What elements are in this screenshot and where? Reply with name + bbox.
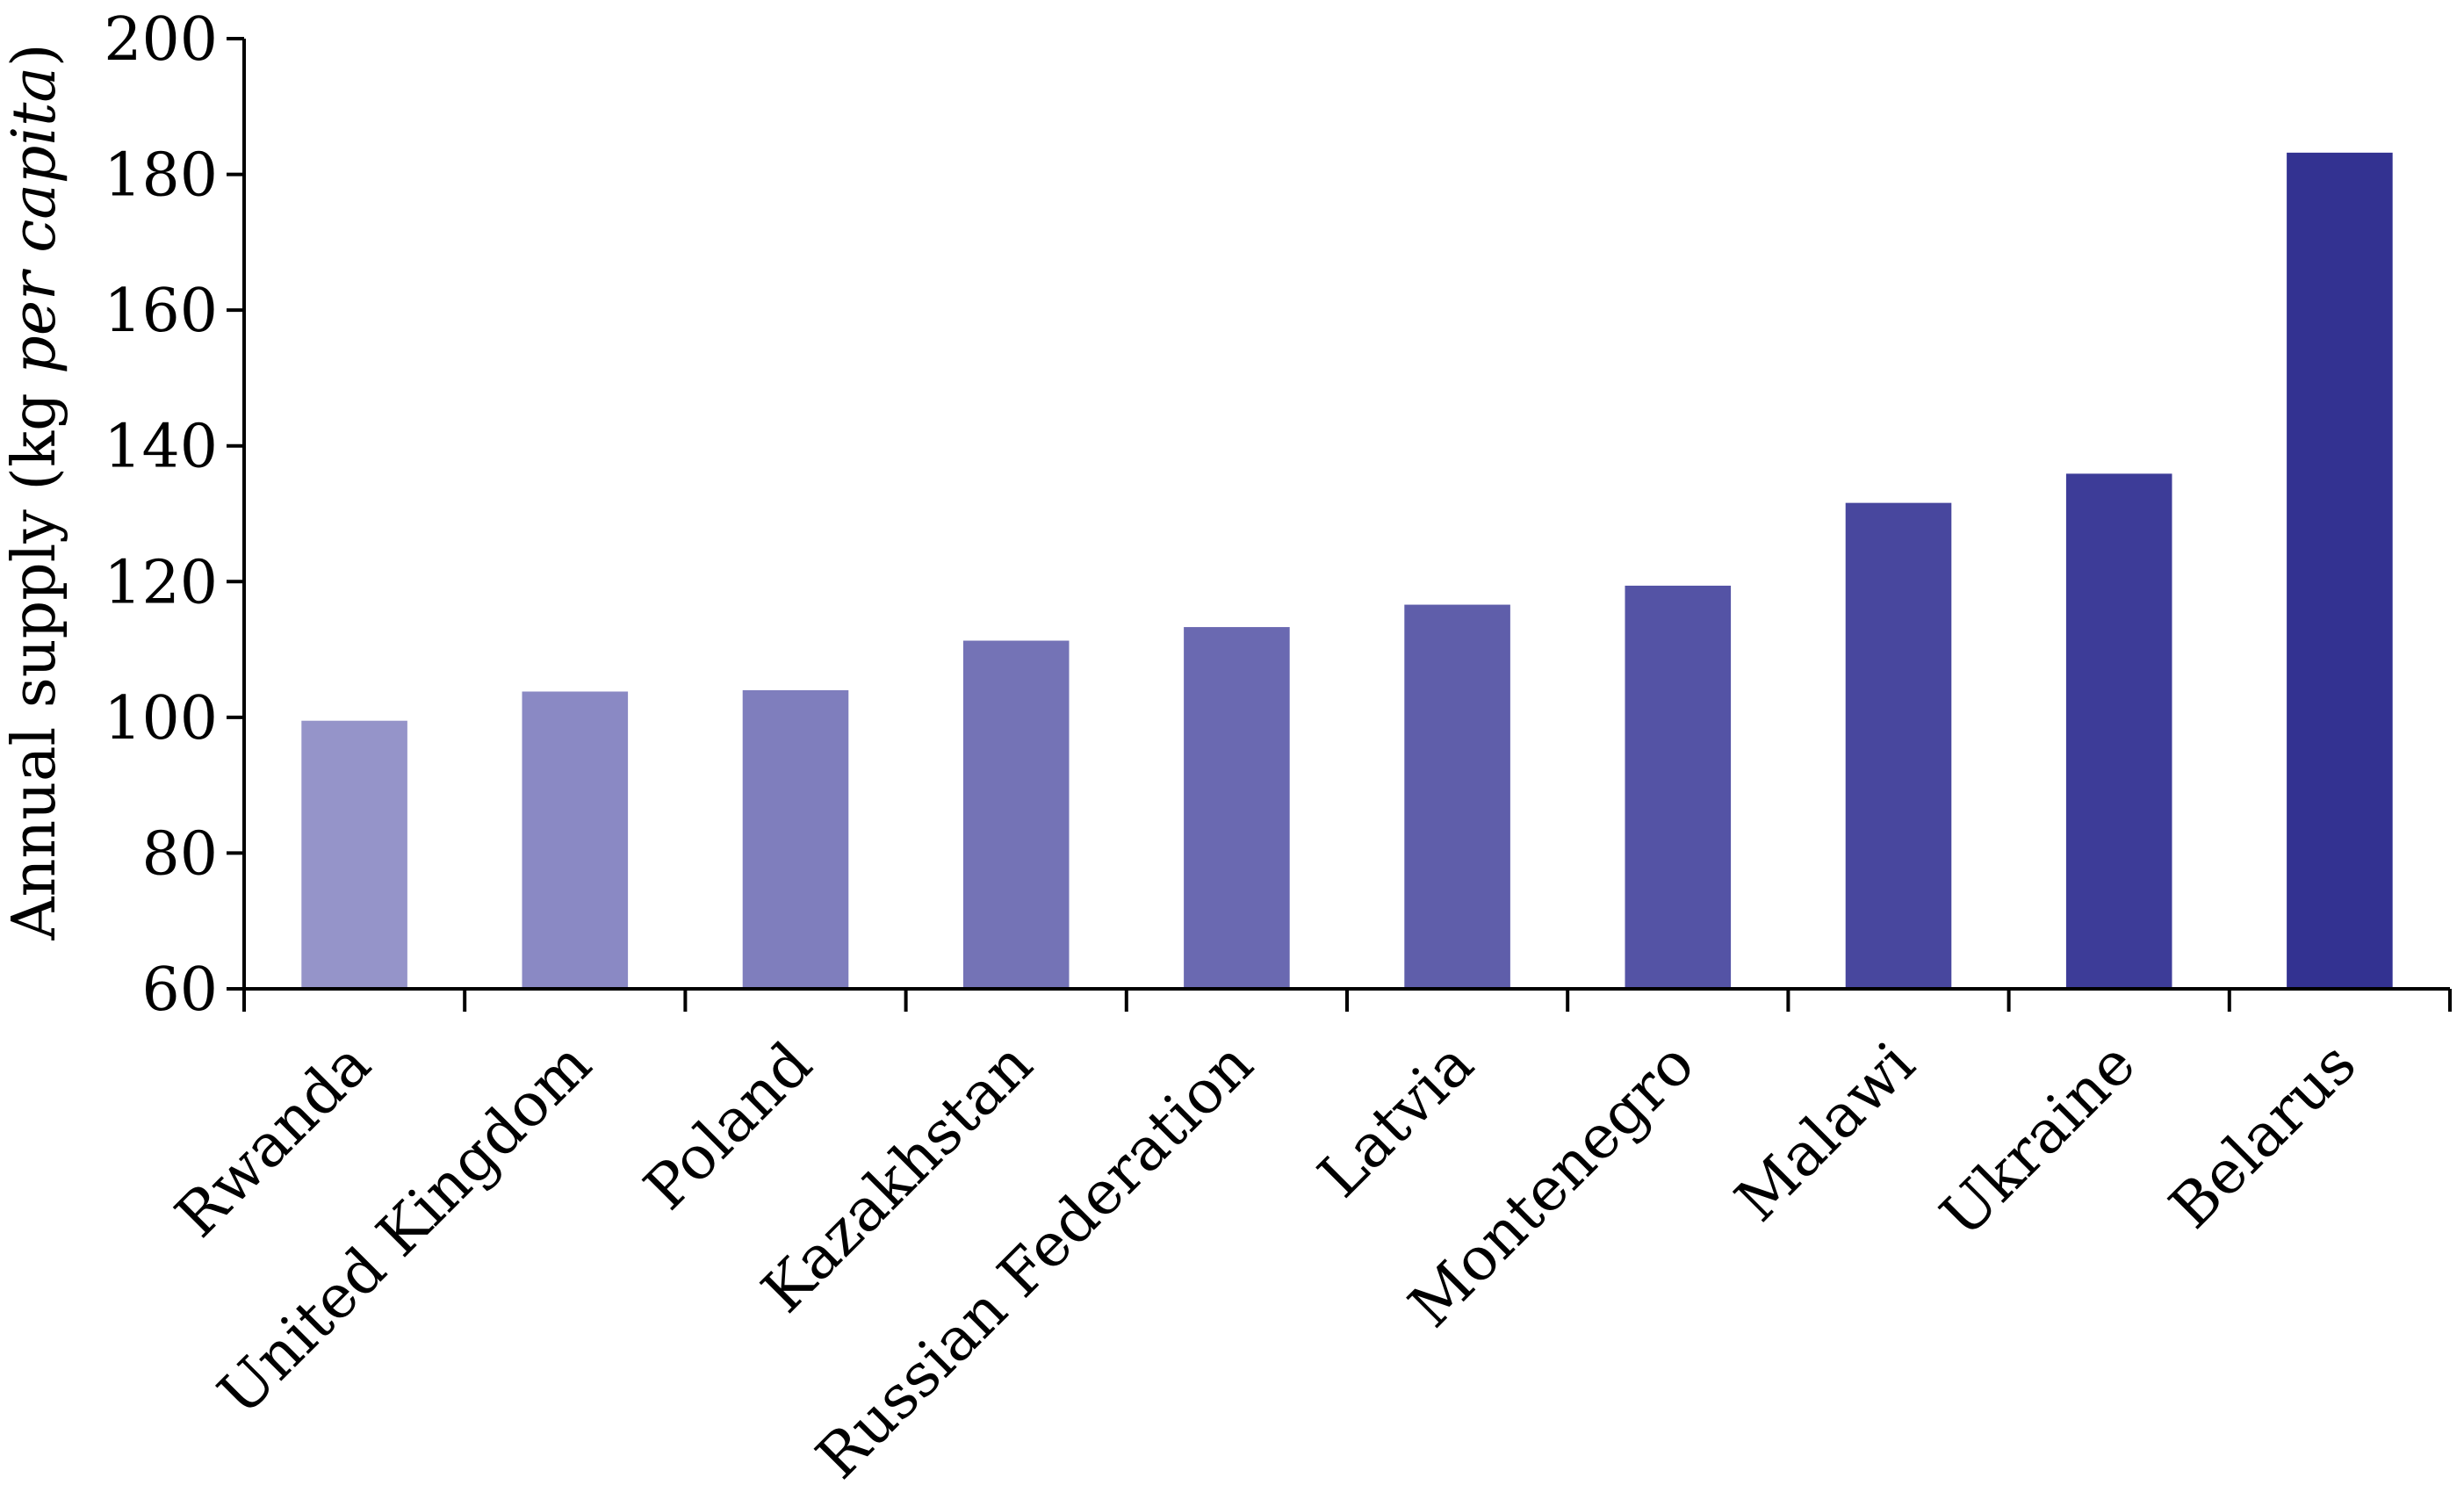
x-category-label: United Kingdom (205, 1029, 605, 1429)
bar-rwanda (301, 720, 407, 989)
x-category-label: Belarus (2157, 1029, 2369, 1242)
y-axis-title-italic: per capita (0, 67, 69, 374)
y-tick-label: 200 (104, 5, 218, 75)
bar-belarus (2287, 152, 2393, 990)
y-axis-title-prefix: Annual supply (kg (0, 374, 69, 941)
bar-poland (742, 689, 849, 989)
bar-ukraine (2065, 473, 2172, 989)
y-axis-title-suffix: ) (0, 43, 69, 67)
bar-malawi (1845, 502, 1952, 989)
y-axis-title: Annual supply (kg per capita) (0, 43, 69, 941)
y-tick-label: 160 (104, 277, 218, 346)
y-axis-ticks: 60 80 100 120 140 160 180 200 (104, 5, 244, 1025)
x-category-label: Russian Federation (803, 1029, 1266, 1485)
y-tick-label: 60 (141, 955, 218, 1025)
y-tick-label: 140 (104, 413, 218, 482)
y-tick-label: 100 (104, 684, 218, 753)
x-category-label: Latvia (1306, 1029, 1488, 1211)
y-tick-label: 80 (141, 819, 218, 889)
bar-united-kingdom (522, 691, 629, 989)
bar-russian-federation (1184, 627, 1290, 989)
x-category-label: Ukraine (1927, 1029, 2149, 1251)
bars (301, 152, 2393, 990)
x-category-label: Rwanda (162, 1029, 384, 1251)
y-tick-label: 180 (104, 141, 218, 211)
bar-latvia (1404, 604, 1510, 989)
bar-montenegro (1625, 585, 1732, 989)
bar-kazakhstan (962, 640, 1070, 989)
x-category-label: Poland (631, 1029, 825, 1223)
x-category-label: Malawi (1723, 1029, 1928, 1235)
y-tick-label: 120 (104, 548, 218, 617)
